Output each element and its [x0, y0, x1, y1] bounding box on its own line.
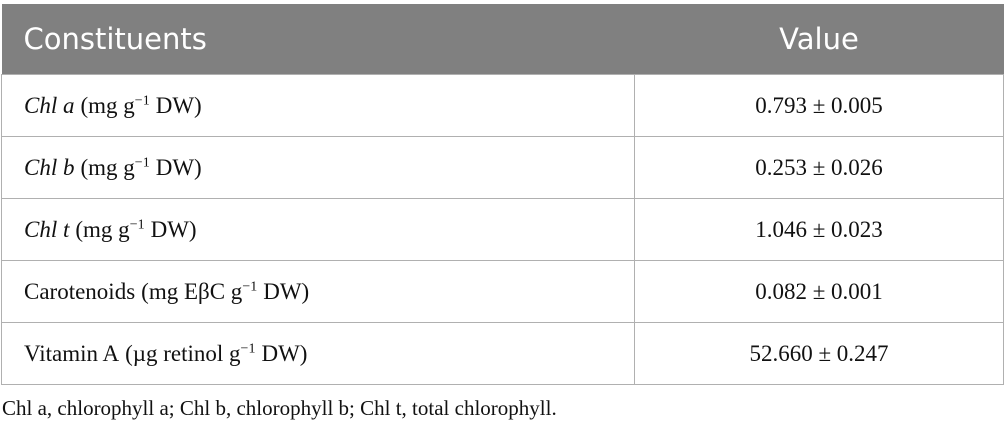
constituent-cell: Chl a (mg g−1 DW): [1, 74, 635, 137]
unit: (mg g: [80, 92, 135, 118]
value-cell: 0.082 ± 0.001: [634, 260, 1004, 323]
unit-end: DW): [263, 278, 310, 304]
unit: (mg g: [75, 216, 130, 242]
constituent-name: Chl a: [24, 92, 75, 118]
constituent-cell: Carotenoids (mg EβC g−1 DW): [1, 260, 635, 323]
constituent-name: Carotenoids: [24, 278, 136, 304]
value-cell: 1.046 ± 0.023: [634, 198, 1004, 261]
unit-end: DW): [150, 216, 197, 242]
unit: (µg retinol g: [125, 340, 241, 366]
value-cell: 0.253 ± 0.026: [634, 136, 1004, 199]
table-body: Chl a (mg g−1 DW) 0.793 ± 0.005 Chl b (mg g−1…: [1, 74, 1004, 385]
table-row: Vitamin A (µg retinol g−1 DW) 52.660 ± 0.24…: [1, 322, 1004, 385]
unit-exponent: −1: [240, 340, 256, 356]
table-head: Constituents Value: [1, 4, 1004, 75]
value-cell: 52.660 ± 0.247: [634, 322, 1004, 385]
table-row: Carotenoids (mg EβC g−1 DW) 0.082 ± 0.001: [1, 260, 1004, 323]
header-cell: Value: [634, 4, 1004, 75]
constituent-name: Chl t: [24, 216, 70, 242]
footnote: Chl a, chlorophyll a; Chl b, chlorophyll…: [2, 396, 557, 420]
unit-exponent: −1: [134, 154, 150, 170]
unit-end: DW): [155, 92, 202, 118]
constituent-cell: Chl b (mg g−1 DW): [1, 136, 635, 199]
header-cell: Constituents: [1, 4, 635, 75]
table-row: Chl b (mg g−1 DW) 0.253 ± 0.026: [1, 136, 1004, 199]
constituent-cell: Chl t (mg g−1 DW): [1, 198, 635, 261]
constituent-cell: Vitamin A (µg retinol g−1 DW): [1, 322, 635, 385]
unit-exponent: −1: [242, 278, 258, 294]
table: Constituents Value Chl a (mg g−1 DW) 0.793 …: [1, 4, 1004, 385]
unit-exponent: −1: [129, 216, 145, 232]
value-cell: 0.793 ± 0.005: [634, 74, 1004, 137]
unit-end: DW): [155, 154, 202, 180]
constituent-name: Chl b: [24, 154, 75, 180]
constituent-name: Vitamin A: [24, 340, 120, 366]
unit: (mg EβC g: [141, 278, 243, 304]
table-row: Chl t (mg g−1 DW) 1.046 ± 0.023: [1, 198, 1004, 261]
unit: (mg g: [80, 154, 135, 180]
table-row: Chl a (mg g−1 DW) 0.793 ± 0.005: [1, 74, 1004, 137]
unit-end: DW): [261, 340, 308, 366]
header-row: Constituents Value: [1, 4, 1004, 75]
unit-exponent: −1: [134, 92, 150, 108]
